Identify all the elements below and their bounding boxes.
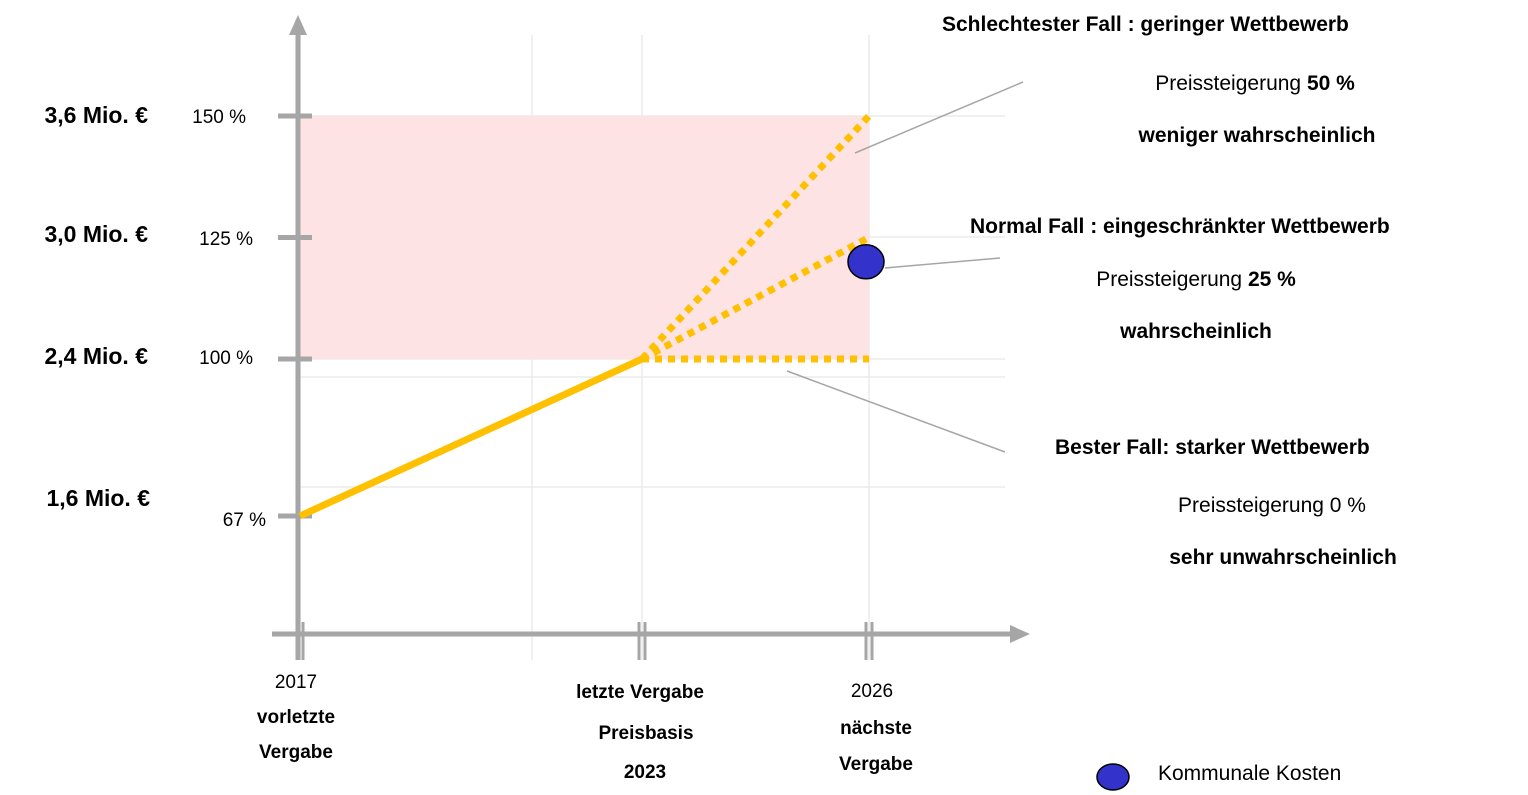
best-case-increase: Preissteigerung 0 % bbox=[1178, 494, 1366, 517]
y-euro-label: 2,4 Mio. € bbox=[44, 343, 148, 369]
series-lines bbox=[298, 113, 872, 520]
x-tick-year: 2026 bbox=[850, 681, 894, 702]
x-tick-label: Preisbasis bbox=[598, 723, 694, 744]
series-line-2 bbox=[640, 234, 871, 363]
legend-marker-icon bbox=[1096, 763, 1130, 791]
x-tick-label: Vergabe bbox=[839, 754, 913, 775]
price-increase-band bbox=[300, 116, 869, 359]
y-axis-arrow bbox=[289, 15, 307, 35]
callout-lines bbox=[786, 81, 1024, 453]
worst-case-likelihood: weniger wahrscheinlich bbox=[1138, 124, 1376, 147]
x-axis-arrow bbox=[1010, 625, 1030, 643]
y-euro-label: 3,6 Mio. € bbox=[44, 102, 148, 128]
kommunale-kosten-marker bbox=[847, 244, 885, 280]
y-tick-label: 125 % bbox=[199, 229, 253, 250]
x-tick-label: vorletzte bbox=[256, 707, 336, 728]
worst-increase-prefix: Preissteigerung bbox=[1155, 72, 1307, 95]
worst-increase-value: 50 % bbox=[1306, 72, 1355, 95]
normal-case-increase: Preissteigerung 25 % bbox=[1096, 268, 1296, 292]
worst-case-increase: Preissteigerung 50 % bbox=[1155, 72, 1355, 96]
x-tick-label: nächste bbox=[840, 718, 912, 739]
axes bbox=[272, 15, 1030, 660]
x-tick-label: Vergabe bbox=[259, 742, 333, 763]
best-case-likelihood: sehr unwahrscheinlich bbox=[1169, 546, 1397, 569]
callout-line-normal bbox=[884, 257, 1001, 269]
callout-line-worst bbox=[854, 81, 1024, 154]
y-tick-label: 100 % bbox=[199, 348, 253, 369]
worst-case-title: Schlechtester Fall : geringer Wettbewerb bbox=[942, 13, 1349, 36]
normal-case-title: Normal Fall : eingeschränkter Wettbewerb bbox=[970, 215, 1390, 238]
legend-label: Kommunale Kosten bbox=[1158, 762, 1342, 785]
y-euro-label: 3,0 Mio. € bbox=[44, 221, 148, 247]
normal-increase-value: 25 % bbox=[1247, 268, 1296, 291]
normal-case-likelihood: wahrscheinlich bbox=[1120, 320, 1272, 343]
series-line-1 bbox=[639, 113, 872, 362]
y-tick-label: 150 % bbox=[192, 107, 246, 128]
y-tick-label: 67 % bbox=[222, 510, 266, 531]
x-tick-label: 2023 bbox=[623, 762, 667, 783]
callout-line-best bbox=[786, 370, 1006, 453]
normal-increase-prefix: Preissteigerung bbox=[1096, 268, 1248, 291]
y-euro-label: 1,6 Mio. € bbox=[46, 485, 150, 511]
series-line-0 bbox=[298, 355, 644, 520]
x-tick-label: letzte Vergabe bbox=[576, 682, 704, 703]
best-case-title: Bester Fall: starker Wettbewerb bbox=[1055, 436, 1370, 459]
x-tick-year: 2017 bbox=[274, 672, 318, 693]
